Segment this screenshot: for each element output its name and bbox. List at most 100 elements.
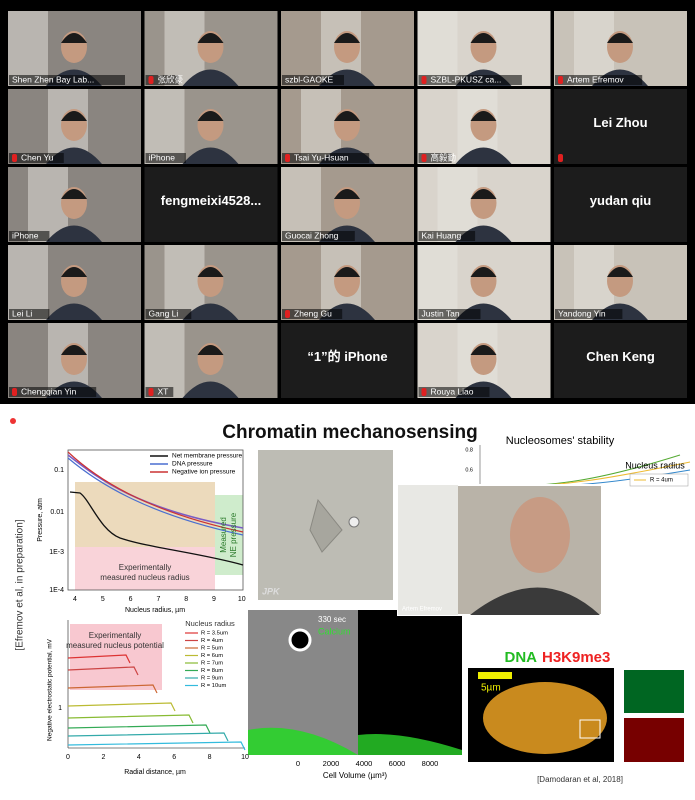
mute-icon bbox=[148, 388, 154, 396]
cells bbox=[358, 734, 462, 755]
name-bg bbox=[9, 387, 97, 397]
note: measured nucleus potential bbox=[66, 641, 164, 650]
person-hair bbox=[470, 345, 497, 355]
tick-label: 0.6 bbox=[465, 467, 473, 473]
window bbox=[398, 485, 458, 615]
x-tick-label: 6000 bbox=[389, 759, 406, 768]
y-tick-label: 1 bbox=[58, 705, 62, 712]
participant-name: iPhone bbox=[12, 230, 39, 240]
x-tick-label: 8000 bbox=[422, 759, 439, 768]
name-bg bbox=[9, 153, 64, 163]
side-note: [Efremov et al, in preparation] bbox=[15, 519, 26, 650]
person-body bbox=[182, 303, 239, 320]
legend-label: Negative ion pressure bbox=[172, 469, 236, 476]
citation: [Damodaran et al, 2018] bbox=[537, 775, 623, 784]
name-bg bbox=[555, 75, 643, 85]
mute-icon bbox=[285, 310, 290, 318]
backdrop bbox=[144, 323, 185, 398]
mute-icon bbox=[558, 76, 563, 84]
mute-icon bbox=[148, 76, 154, 84]
participant-name: Shen Zhen Bay Lab... bbox=[12, 74, 94, 84]
person-hair bbox=[607, 267, 633, 277]
potential-curve bbox=[67, 654, 131, 664]
legend-label: R = 5um bbox=[201, 646, 223, 652]
person-hair bbox=[197, 345, 224, 355]
x-tick-label: 8 bbox=[208, 754, 212, 761]
x-axis-label: Cell Volume (µm³) bbox=[323, 771, 388, 780]
person-hair bbox=[334, 189, 360, 199]
name-bg bbox=[9, 309, 50, 319]
legend-label: R = 4um bbox=[650, 478, 673, 484]
participant-name: yudan qiu bbox=[590, 193, 651, 208]
x-tick-label: 4000 bbox=[356, 759, 373, 768]
name-bg bbox=[418, 309, 481, 319]
participant-name: Zheng Gu bbox=[294, 308, 332, 318]
afm-label: JPK bbox=[262, 586, 281, 596]
participant-name: Chengqian Yin bbox=[21, 386, 77, 396]
person-hair bbox=[607, 33, 633, 43]
speaker-face bbox=[510, 497, 570, 573]
slide-icon bbox=[10, 418, 16, 424]
participant-name: SZBL-PKUSZ ca... bbox=[431, 74, 502, 84]
stability-title: Nucleosomes' stability bbox=[506, 435, 615, 447]
y-axis-label: Negative electrostatic potential, mV bbox=[47, 638, 54, 741]
y-tick-label: 1E-4 bbox=[49, 587, 64, 594]
name-bg bbox=[9, 75, 125, 85]
overlap-band bbox=[75, 482, 215, 547]
x-tick-label: 10 bbox=[241, 754, 249, 761]
name-tile bbox=[554, 323, 687, 398]
name-bg bbox=[145, 387, 174, 397]
curve bbox=[67, 457, 244, 536]
person-hair bbox=[61, 345, 87, 355]
backdrop bbox=[8, 245, 48, 320]
name-bg bbox=[418, 231, 476, 241]
x-tick-label: 10 bbox=[238, 596, 246, 603]
curve bbox=[69, 491, 244, 566]
scale-bar bbox=[478, 672, 512, 679]
backdrop bbox=[417, 245, 458, 320]
curve bbox=[67, 451, 244, 533]
legend-label: R = 6um bbox=[201, 653, 223, 659]
mute-icon bbox=[12, 388, 17, 396]
person-hair bbox=[470, 189, 497, 199]
person-hair bbox=[334, 111, 360, 121]
participant-name: Gang Li bbox=[149, 308, 179, 318]
x-tick-label: 9 bbox=[212, 596, 216, 603]
participant-name: Chen Yu bbox=[21, 152, 54, 162]
x-tick-label: 4 bbox=[73, 596, 77, 603]
backdrop bbox=[417, 11, 458, 86]
potential-curve bbox=[67, 732, 229, 742]
x-tick-label: 4 bbox=[137, 754, 141, 761]
x-tick-label: 2000 bbox=[323, 759, 340, 768]
backdrop bbox=[144, 89, 185, 164]
calcium-image bbox=[358, 610, 462, 755]
person-hair bbox=[470, 111, 497, 121]
note: measured nucleus radius bbox=[100, 573, 189, 582]
participant-name: szbl-GAOKE bbox=[285, 74, 334, 84]
legend-title: Nucleus radius bbox=[625, 460, 685, 470]
potential-curve bbox=[67, 666, 139, 676]
bead bbox=[348, 516, 360, 528]
participant-name: fengmeixi4528... bbox=[161, 193, 261, 208]
person-hair bbox=[470, 267, 497, 277]
x-tick-label: 2 bbox=[101, 754, 105, 761]
participant-name: 高毅勤 bbox=[431, 152, 457, 162]
channel: Calcium bbox=[318, 626, 351, 636]
participant-name: Chen Keng bbox=[586, 349, 655, 364]
person-hair bbox=[197, 33, 224, 43]
potential-curve bbox=[67, 714, 194, 724]
person-hair bbox=[470, 33, 497, 43]
name-bg bbox=[282, 75, 344, 85]
person-hair bbox=[334, 33, 360, 43]
person-hair bbox=[61, 111, 87, 121]
y-tick-label: 0.01 bbox=[50, 509, 64, 516]
name-bg bbox=[145, 153, 186, 163]
bead bbox=[288, 628, 312, 652]
speaker-name: Artem Efremov bbox=[402, 607, 442, 613]
scale-label: 5µm bbox=[481, 683, 501, 694]
participant-name: “1”的 iPhone bbox=[307, 349, 387, 364]
mute-icon bbox=[12, 154, 17, 162]
x-tick-label: 5 bbox=[101, 596, 105, 603]
participant-name: Yandong Yin bbox=[558, 308, 606, 318]
